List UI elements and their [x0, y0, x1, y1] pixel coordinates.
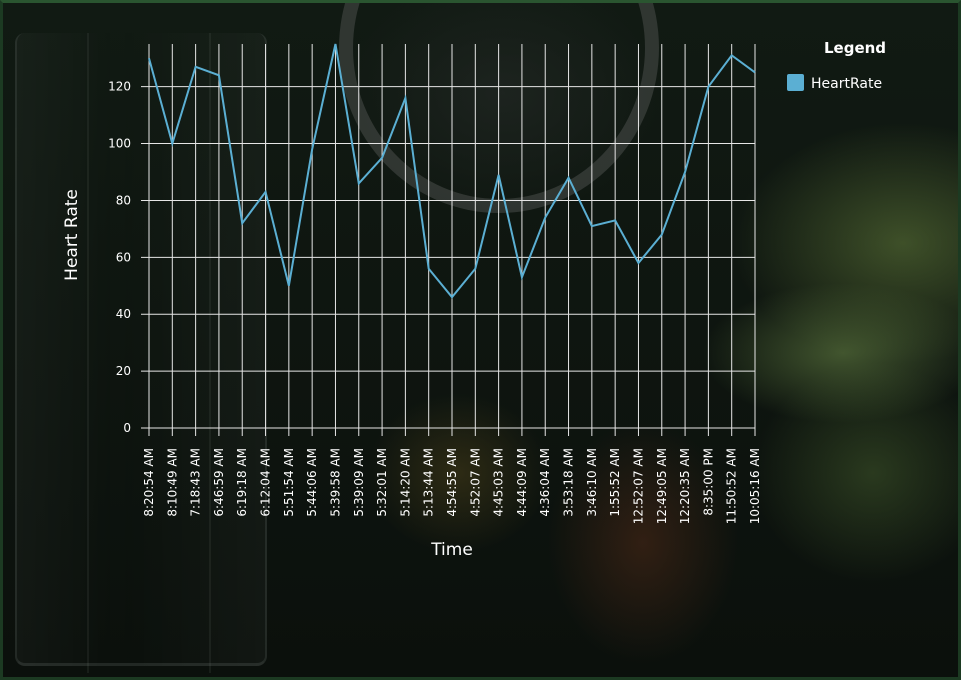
data-point[interactable]: [519, 275, 524, 280]
y-tick-label: 20: [116, 364, 131, 378]
data-point[interactable]: [753, 70, 758, 75]
x-tick-label: 12:20:35 AM: [678, 448, 692, 524]
x-tick-label: 4:52:07 AM: [468, 448, 482, 517]
series-line-heartrate[interactable]: [148, 43, 756, 299]
y-tick-label: 120: [108, 80, 131, 94]
x-tick-label: 5:14:20 AM: [398, 448, 412, 517]
data-point[interactable]: [450, 295, 455, 300]
x-tick-label: 4:54:55 AM: [445, 448, 459, 517]
x-tick-label: 10:05:16 AM: [748, 448, 762, 524]
data-point[interactable]: [496, 172, 501, 177]
x-tick-label: 3:53:18 AM: [562, 448, 576, 517]
line-chart: 0 20 40 60 80 100 120 8:20:54 AM 8:10:49 AM 7:18…: [62, 39, 886, 560]
data-point[interactable]: [333, 42, 338, 47]
data-point[interactable]: [636, 261, 641, 266]
legend-label-heartrate: HeartRate: [811, 76, 882, 92]
grid: [141, 44, 756, 436]
data-point[interactable]: [589, 224, 594, 229]
y-axis-title: Heart Rate: [62, 189, 82, 281]
x-tick-label: 6:46:59 AM: [212, 448, 226, 517]
x-tick-label: 8:35:00 PM: [701, 448, 715, 516]
data-point[interactable]: [426, 266, 431, 271]
x-tick-label: 5:51:54 AM: [282, 448, 296, 517]
x-tick-label: 3:46:10 AM: [585, 448, 599, 517]
data-point[interactable]: [170, 141, 175, 146]
data-point[interactable]: [543, 215, 548, 220]
x-tick-label: 8:10:49 AM: [165, 448, 179, 517]
data-point[interactable]: [286, 283, 291, 288]
x-tick-label: 6:12:04 AM: [259, 448, 273, 517]
x-tick-label: 1:55:52 AM: [608, 448, 622, 517]
legend: Legend HeartRate: [787, 39, 886, 92]
data-point[interactable]: [403, 96, 408, 101]
data-point[interactable]: [706, 84, 711, 89]
data-point[interactable]: [729, 53, 734, 58]
x-tick-label: 12:49:05 AM: [655, 448, 669, 524]
data-point[interactable]: [263, 189, 268, 194]
data-point[interactable]: [683, 170, 688, 175]
data-point[interactable]: [147, 56, 152, 61]
x-tick-label: 4:36:04 AM: [538, 448, 552, 517]
data-point[interactable]: [356, 181, 361, 186]
data-point[interactable]: [473, 266, 478, 271]
x-axis-ticks: 8:20:54 AM 8:10:49 AM 7:18:43 AM 6:46:59 AM…: [142, 448, 762, 524]
series-layer: [147, 42, 758, 300]
data-point[interactable]: [380, 155, 385, 160]
data-point[interactable]: [310, 147, 315, 152]
x-tick-label: 7:18:43 AM: [189, 448, 203, 517]
x-tick-label: 5:39:58 AM: [328, 448, 342, 517]
data-point[interactable]: [659, 232, 664, 237]
x-tick-label: 11:50:52 AM: [725, 448, 739, 524]
x-tick-label: 5:39:09 AM: [352, 448, 366, 517]
legend-swatch-heartrate[interactable]: [787, 74, 804, 91]
x-tick-label: 4:45:03 AM: [492, 448, 506, 517]
x-tick-label: 5:44:06 AM: [305, 448, 319, 517]
data-point[interactable]: [193, 64, 198, 69]
data-point[interactable]: [240, 221, 245, 226]
y-tick-label: 40: [116, 307, 131, 321]
x-tick-label: 5:13:44 AM: [422, 448, 436, 517]
y-tick-label: 60: [116, 250, 131, 264]
y-tick-label: 80: [116, 193, 131, 207]
y-axis-ticks: 0 20 40 60 80 100 120: [108, 80, 131, 435]
x-tick-label: 12:52:07 AM: [631, 448, 645, 524]
data-point[interactable]: [613, 218, 618, 223]
legend-title: Legend: [824, 39, 886, 57]
data-point[interactable]: [216, 73, 221, 78]
x-tick-label: 5:32:01 AM: [375, 448, 389, 517]
x-tick-label: 4:44:09 AM: [515, 448, 529, 517]
y-tick-label: 100: [108, 137, 131, 151]
data-point[interactable]: [566, 175, 571, 180]
x-axis-title: Time: [430, 540, 473, 560]
background-glass: [15, 33, 267, 673]
x-tick-label: 8:20:54 AM: [142, 448, 156, 517]
x-tick-label: 6:19:18 AM: [235, 448, 249, 517]
y-tick-label: 0: [123, 421, 131, 435]
